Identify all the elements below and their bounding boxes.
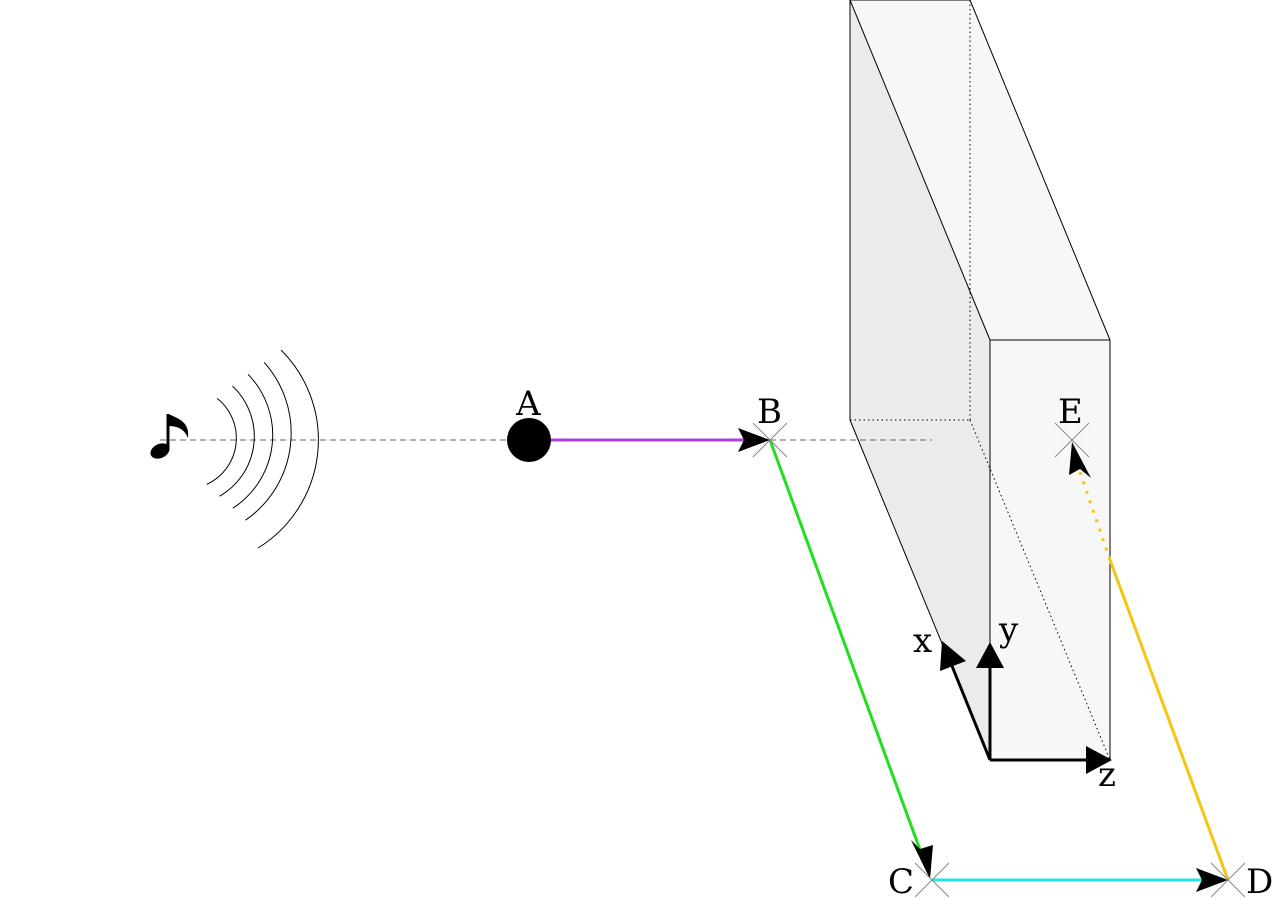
- y-axis-label: y: [998, 610, 1019, 650]
- sound-waves: [206, 349, 319, 549]
- x-axis-line: [950, 665, 992, 761]
- path-B-C: [768, 439, 925, 859]
- slab: [849, 0, 1111, 761]
- slab-side-face: [850, 0, 990, 760]
- x-axis-label: x: [913, 621, 932, 661]
- slab-front-face: [990, 340, 1110, 760]
- point-A-dot: [507, 418, 551, 462]
- z-axis-arrowhead: [1086, 746, 1112, 774]
- point-D-marker: [1210, 862, 1246, 898]
- point-C-label: C: [888, 862, 914, 898]
- coordinate-axes: [950, 665, 1088, 762]
- z-axis-label: z: [1098, 755, 1116, 795]
- arrow-C-D: [1196, 868, 1228, 892]
- slab-top-face: [850, 0, 1110, 340]
- x-axis-arrowhead: [940, 641, 966, 671]
- musical-note-icon: [150, 414, 189, 459]
- point-C-marker: [914, 862, 950, 898]
- point-E-marker: [1054, 422, 1090, 458]
- point-B-label: B: [757, 392, 782, 432]
- arrow-D-E: [1069, 442, 1091, 478]
- point-B-marker: [752, 422, 788, 458]
- point-A-label: A: [515, 384, 541, 424]
- point-D-label: D: [1246, 862, 1273, 898]
- y-axis-arrowhead: [976, 642, 1004, 668]
- arrow-B-C: [911, 840, 933, 879]
- path-D-E-solid: [1108, 559, 1230, 881]
- arrow-A-B: [738, 428, 770, 452]
- point-E-label: E: [1058, 392, 1083, 432]
